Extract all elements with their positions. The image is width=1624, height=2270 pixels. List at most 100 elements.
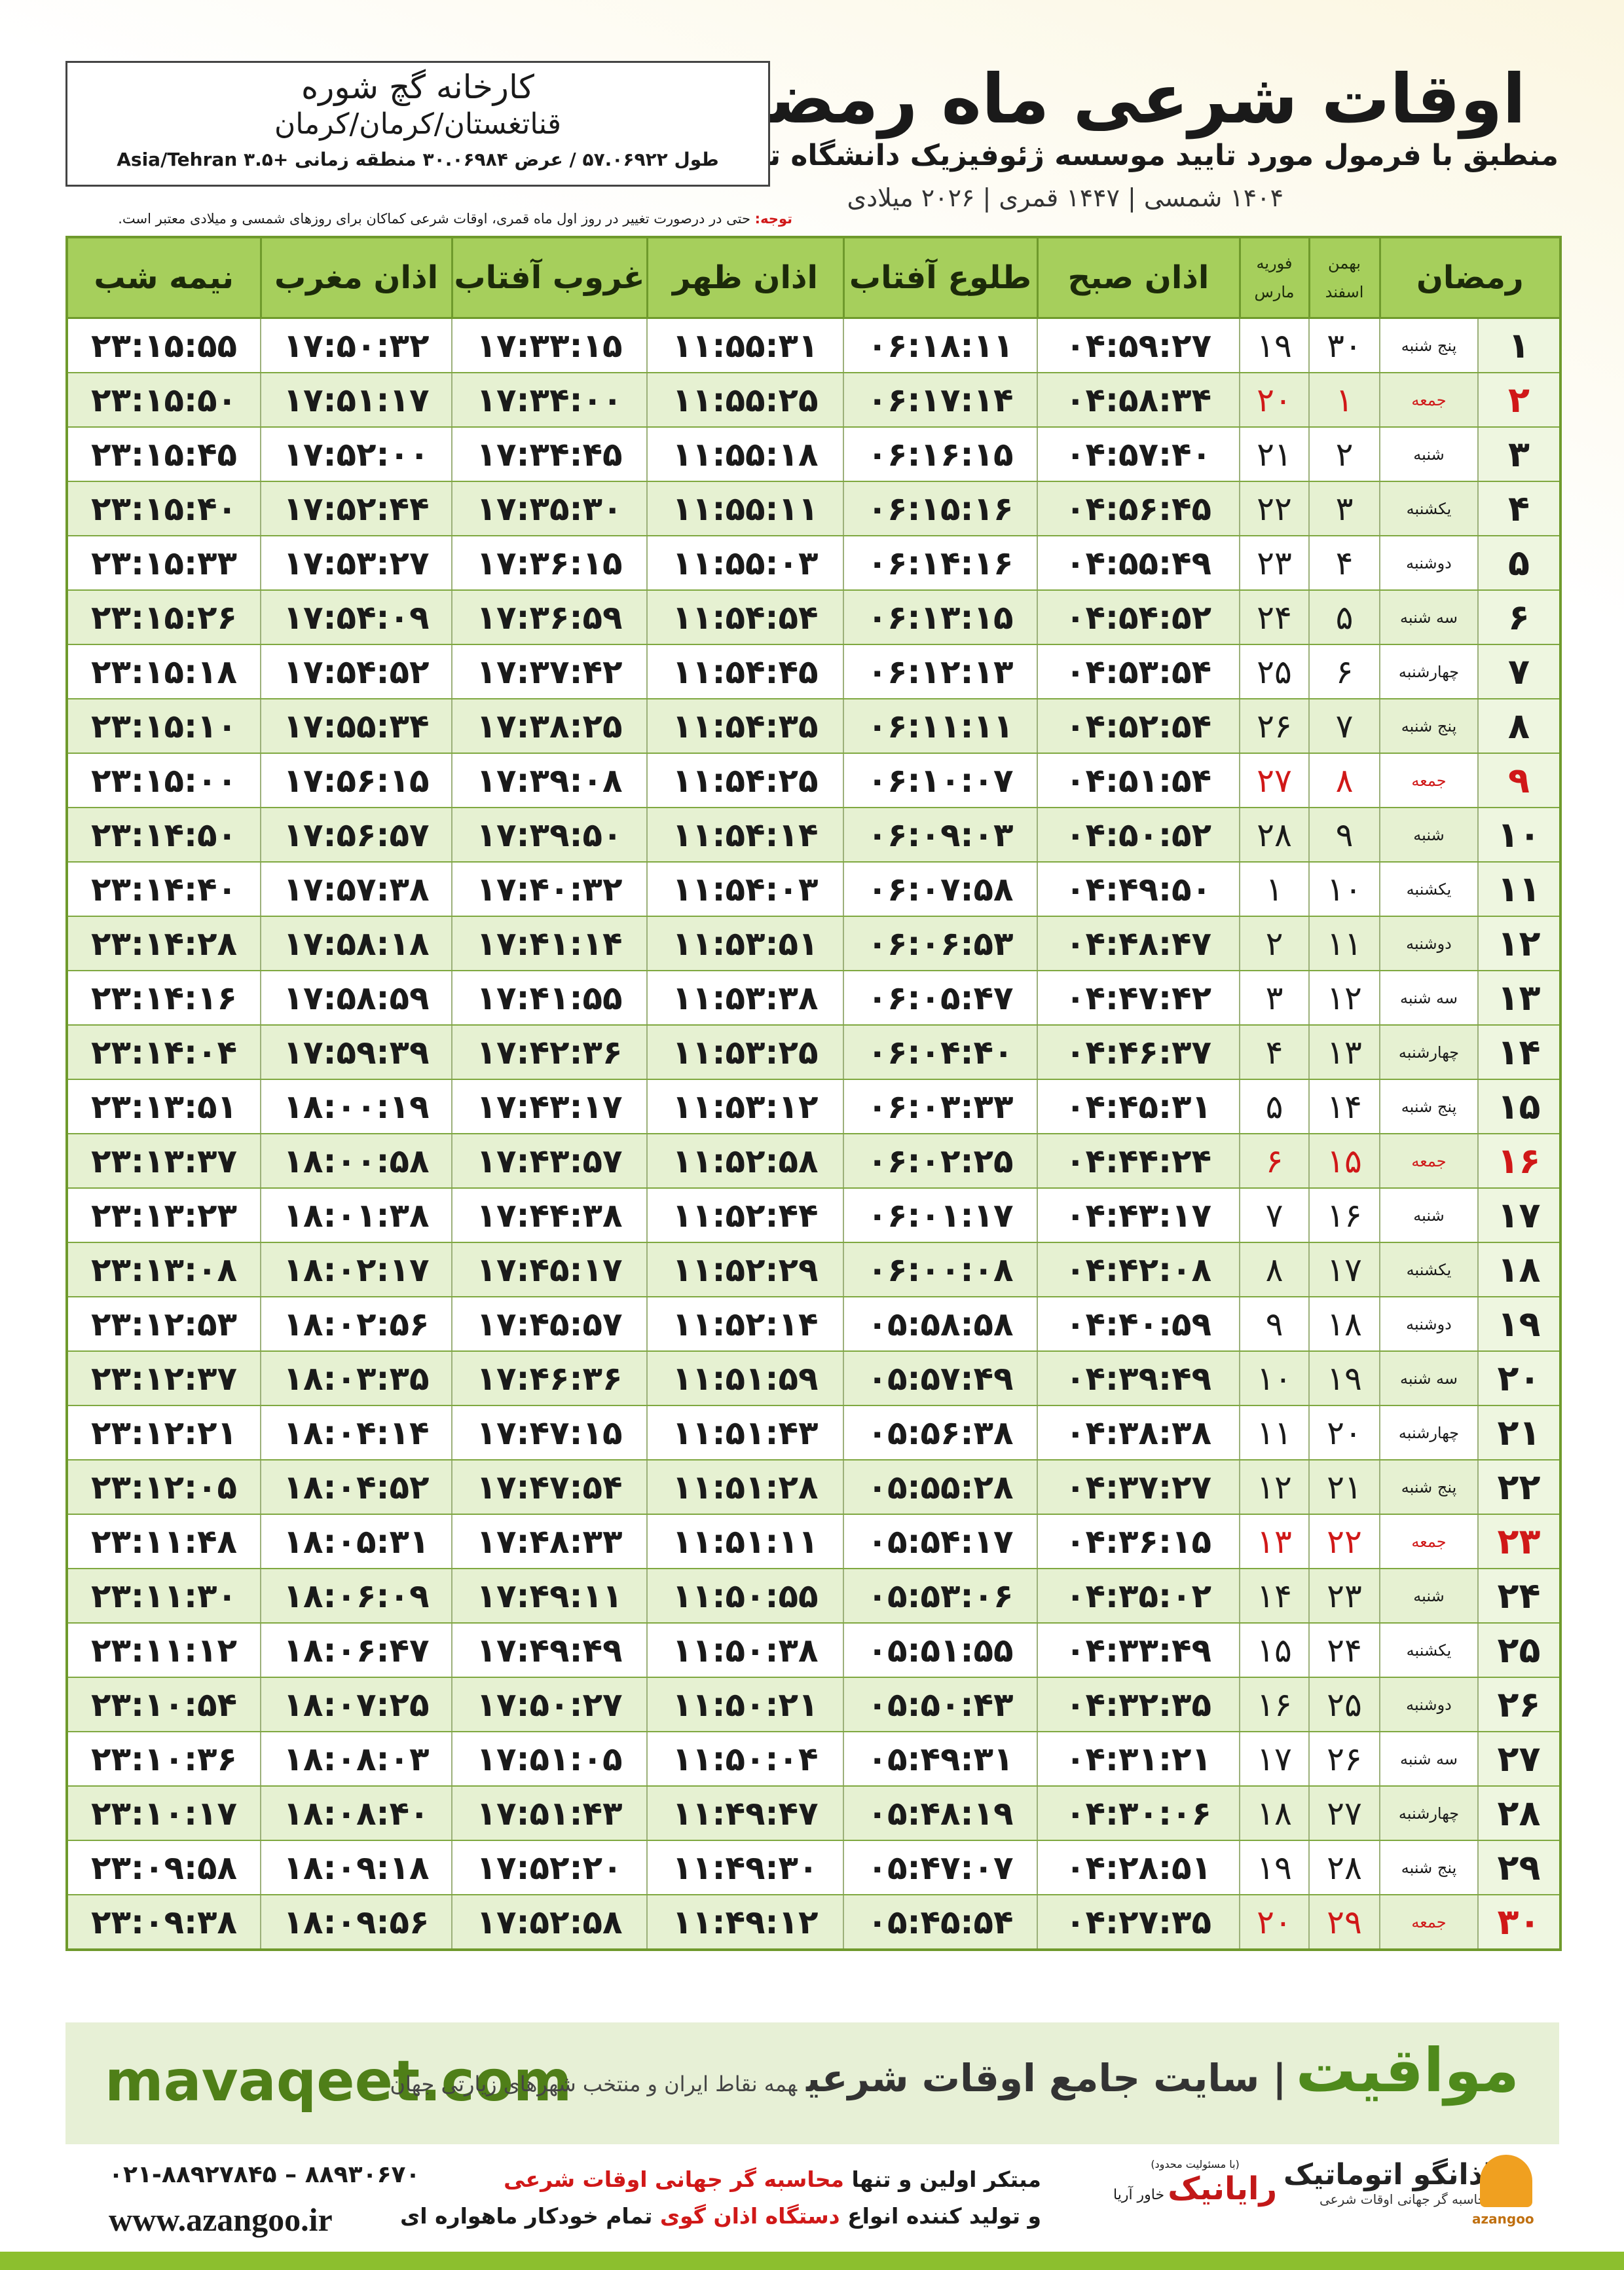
time-cell: ۰۴:۵۵:۴۹ bbox=[1037, 535, 1240, 591]
date-cell: ۳ bbox=[1239, 970, 1310, 1026]
promo-line: مبتکر اولین و تنها محاسبه گر جهانی اوقات… bbox=[400, 2161, 1041, 2198]
time-cell: ۰۶:۰۴:۴۰ bbox=[843, 1024, 1038, 1080]
header-row: رمضان بهمن اسفند فوریه مارس اذان صبح طلوع … bbox=[65, 236, 1562, 319]
weekday: شنبه bbox=[1378, 807, 1479, 863]
time-cell: ۱۷:۴۵:۵۷ bbox=[451, 1296, 648, 1352]
promo: مبتکر اولین و تنها محاسبه گر جهانی اوقات… bbox=[400, 2161, 1041, 2235]
time-cell: ۱۷:۵۱:۰۵ bbox=[451, 1731, 648, 1787]
time-cell: ۰۴:۳۹:۴۹ bbox=[1037, 1350, 1240, 1406]
date-cell: ۲۰ bbox=[1308, 1405, 1380, 1461]
ramadan-day: ۱۰ bbox=[1477, 807, 1562, 863]
time-cell: ۱۸:۰۲:۵۶ bbox=[260, 1296, 452, 1352]
time-cell: ۱۱:۵۴:۲۵ bbox=[646, 753, 844, 808]
time-cell: ۱۷:۴۳:۵۷ bbox=[451, 1133, 648, 1189]
table-row: ۲۷ سه شنبه ۲۶ ۱۷ ۰۴:۳۱:۲۱ ۰۵:۴۹:۳۱ ۱۱:۵۰:۰۴ ۱۷:… bbox=[66, 1731, 1562, 1787]
time-cell: ۱۷:۵۵:۳۴ bbox=[260, 698, 452, 754]
time-cell: ۱۷:۳۹:۵۰ bbox=[451, 807, 648, 863]
time-cell: ۱۷:۵۷:۳۸ bbox=[260, 861, 452, 917]
time-cell: ۰۶:۰۵:۴۷ bbox=[843, 970, 1038, 1026]
time-cell: ۱۸:۰۶:۴۷ bbox=[260, 1622, 452, 1678]
weekday: جمعه bbox=[1378, 753, 1479, 808]
date-cell: ۱۰ bbox=[1308, 861, 1380, 917]
time-cell: ۱۸:۰۵:۳۱ bbox=[260, 1514, 452, 1569]
time-cell: ۲۳:۱۴:۰۴ bbox=[66, 1024, 261, 1080]
date-cell: ۱۳ bbox=[1239, 1514, 1310, 1569]
time-cell: ۰۵:۵۰:۴۳ bbox=[843, 1677, 1038, 1732]
table-row: ۲۴ شنبه ۲۳ ۱۴ ۰۴:۳۵:۰۲ ۰۵:۵۳:۰۶ ۱۱:۵۰:۵۵ ۱۷:۴۹:… bbox=[66, 1568, 1562, 1624]
ramadan-day: ۳ bbox=[1477, 426, 1562, 482]
time-cell: ۱۱:۵۴:۰۳ bbox=[646, 861, 844, 917]
time-cell: ۱۷:۳۷:۴۲ bbox=[451, 644, 648, 699]
time-cell: ۲۳:۱۵:۴۰ bbox=[66, 481, 261, 536]
date-cell: ۵ bbox=[1239, 1079, 1310, 1134]
ramadan-day: ۴ bbox=[1477, 481, 1562, 536]
time-cell: ۲۳:۱۴:۵۰ bbox=[66, 807, 261, 863]
weekday: جمعه bbox=[1378, 1514, 1479, 1569]
time-cell: ۰۴:۳۶:۱۵ bbox=[1037, 1514, 1240, 1569]
time-cell: ۰۴:۵۴:۵۲ bbox=[1037, 589, 1240, 645]
time-cell: ۲۳:۱۱:۴۸ bbox=[66, 1514, 261, 1569]
header-cell: فوریه مارس bbox=[1238, 236, 1310, 319]
header-text: فوریه bbox=[1256, 254, 1293, 272]
ramadan-day: ۲۶ bbox=[1477, 1677, 1562, 1732]
header-cell: اذان صبح bbox=[1036, 236, 1241, 319]
weekday: جمعه bbox=[1378, 1133, 1479, 1189]
ramadan-day: ۱۵ bbox=[1477, 1079, 1562, 1134]
time-cell: ۰۴:۲۷:۳۵ bbox=[1037, 1894, 1240, 1950]
date-cell: ۲۸ bbox=[1308, 1840, 1380, 1895]
time-cell: ۱۷:۳۶:۵۹ bbox=[451, 589, 648, 645]
header-cell: اذان ظهر bbox=[646, 236, 845, 319]
time-cell: ۱۷:۴۷:۵۴ bbox=[451, 1459, 648, 1515]
header-text: مارس bbox=[1254, 283, 1295, 301]
date-cell: ۱۵ bbox=[1239, 1622, 1310, 1678]
time-cell: ۱۱:۵۰:۰۴ bbox=[646, 1731, 844, 1787]
time-cell: ۰۴:۳۷:۲۷ bbox=[1037, 1459, 1240, 1515]
weekday: شنبه bbox=[1378, 1187, 1479, 1243]
table-row: ۲۵ یکشنبه ۲۴ ۱۵ ۰۴:۳۳:۴۹ ۰۵:۵۱:۵۵ ۱۱:۵۰:۳۸ ۱۷:۴… bbox=[66, 1622, 1562, 1678]
ramadan-day: ۵ bbox=[1477, 535, 1562, 591]
rayanik-logo: (با مسئولیت محدود) رایانیک خاور آریا bbox=[1113, 2158, 1277, 2207]
date-cell: ۱۸ bbox=[1239, 1785, 1310, 1841]
time-cell: ۲۳:۱۵:۵۵ bbox=[66, 317, 261, 373]
date-cell: ۶ bbox=[1239, 1133, 1310, 1189]
weekday: چهارشنبه bbox=[1378, 1405, 1479, 1461]
logo-sub: خاور آریا bbox=[1113, 2187, 1165, 2203]
time-cell: ۱۷:۴۰:۳۲ bbox=[451, 861, 648, 917]
table-row: ۳ شنبه ۲ ۲۱ ۰۴:۵۷:۴۰ ۰۶:۱۶:۱۵ ۱۱:۵۵:۱۸ ۱۷:۳۴:۴۵… bbox=[66, 426, 1562, 482]
time-cell: ۱۱:۵۲:۱۴ bbox=[646, 1296, 844, 1352]
brand-tagline: | سایت جامع اوقات شرعی bbox=[806, 2056, 1287, 2100]
time-cell: ۲۳:۱۵:۲۶ bbox=[66, 589, 261, 645]
ramadan-day: ۱ bbox=[1477, 317, 1562, 373]
footer-band bbox=[65, 2022, 1559, 2144]
weekday: پنج شنبه bbox=[1378, 1459, 1479, 1515]
table-row: ۱۰ شنبه ۹ ۲۸ ۰۴:۵۰:۵۲ ۰۶:۰۹:۰۳ ۱۱:۵۴:۱۴ ۱۷:۳۹:۵… bbox=[66, 807, 1562, 863]
time-cell: ۱۸:۰۸:۰۳ bbox=[260, 1731, 452, 1787]
brand: مواقیت| سایت جامع اوقات شرعی همه نقاط ایر… bbox=[390, 2036, 1519, 2106]
header-text: اسفند bbox=[1325, 283, 1364, 301]
date-cell: ۱۲ bbox=[1239, 1459, 1310, 1515]
time-cell: ۰۵:۵۴:۱۷ bbox=[843, 1514, 1038, 1569]
header-cell: رمضان bbox=[1378, 236, 1562, 319]
time-cell: ۱۱:۵۵:۰۳ bbox=[646, 535, 844, 591]
time-cell: ۲۳:۱۵:۱۸ bbox=[66, 644, 261, 699]
date-cell: ۹ bbox=[1308, 807, 1380, 863]
time-cell: ۲۳:۱۰:۱۷ bbox=[66, 1785, 261, 1841]
time-cell: ۱۷:۵۲:۵۸ bbox=[451, 1894, 648, 1950]
time-cell: ۱۷:۳۴:۰۰ bbox=[451, 372, 648, 428]
time-cell: ۱۱:۵۵:۳۱ bbox=[646, 317, 844, 373]
promo-highlight: محاسبه گر جهانی اوقات شرعی bbox=[504, 2167, 844, 2192]
web-address: www.azangoo.ir bbox=[109, 2201, 333, 2238]
date-cell: ۲۵ bbox=[1308, 1677, 1380, 1732]
ramadan-day: ۲۰ bbox=[1477, 1350, 1562, 1406]
time-cell: ۱۱:۵۴:۱۴ bbox=[646, 807, 844, 863]
time-cell: ۰۵:۴۵:۵۴ bbox=[843, 1894, 1038, 1950]
note-text: حتی در درصورت تغییر در روز اول ماه قمری،… bbox=[118, 211, 750, 227]
time-cell: ۰۴:۴۶:۳۷ bbox=[1037, 1024, 1240, 1080]
time-cell: ۱۷:۵۸:۵۹ bbox=[260, 970, 452, 1026]
table-row: ۱۵ پنج شنبه ۱۴ ۵ ۰۴:۴۵:۳۱ ۰۶:۰۳:۳۳ ۱۱:۵۳:۱۲ ۱۷:… bbox=[66, 1079, 1562, 1134]
time-cell: ۰۴:۵۰:۵۲ bbox=[1037, 807, 1240, 863]
weekday: دوشنبه bbox=[1378, 916, 1479, 971]
weekday: چهارشنبه bbox=[1378, 1785, 1479, 1841]
time-cell: ۰۶:۱۴:۱۶ bbox=[843, 535, 1038, 591]
weekday: چهارشنبه bbox=[1378, 1024, 1479, 1080]
